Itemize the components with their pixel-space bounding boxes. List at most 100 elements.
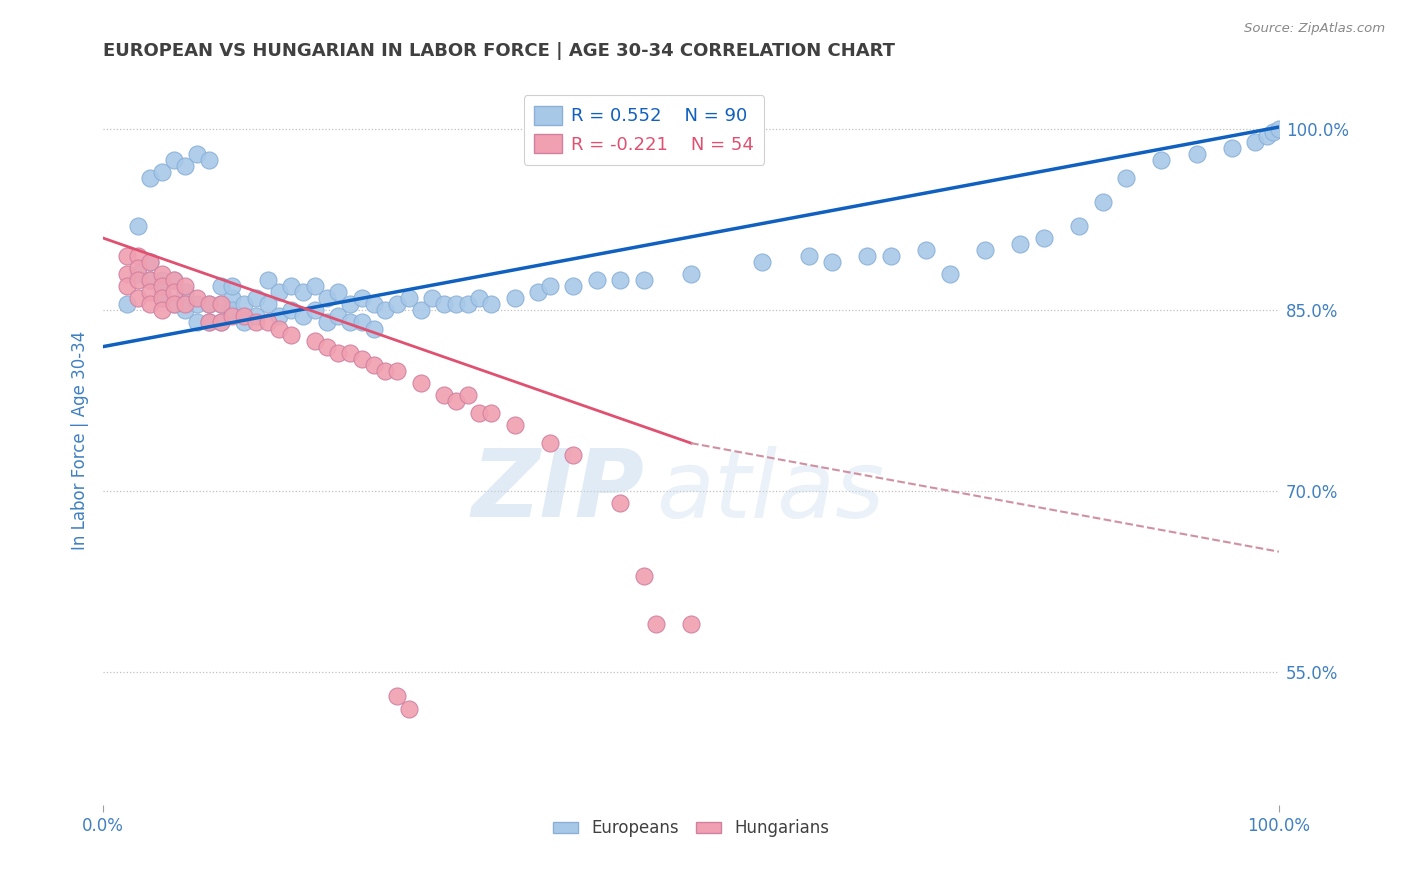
Point [174, 303, 197, 318]
Point [538, 436, 561, 450]
Point [644, 617, 666, 632]
Point [127, 291, 149, 305]
Point [468, 291, 491, 305]
Point [280, 303, 302, 318]
Point [363, 297, 385, 311]
Point [209, 297, 232, 311]
Text: ZIP: ZIP [471, 445, 644, 537]
Point [1256, 128, 1278, 143]
Point [186, 291, 208, 305]
Point [315, 340, 337, 354]
Point [797, 249, 820, 263]
Point [679, 267, 702, 281]
Point [385, 364, 408, 378]
Point [139, 255, 162, 269]
Point [233, 316, 256, 330]
Point [633, 569, 655, 583]
Point [385, 297, 408, 311]
Y-axis label: In Labor Force | Age 30-34: In Labor Force | Age 30-34 [72, 330, 89, 549]
Point [374, 364, 396, 378]
Point [420, 291, 443, 305]
Point [562, 448, 585, 462]
Point [409, 303, 432, 318]
Point [880, 249, 903, 263]
Point [679, 617, 702, 632]
Point [209, 316, 232, 330]
Point [1261, 125, 1284, 139]
Point [479, 406, 502, 420]
Point [163, 285, 186, 300]
Point [127, 267, 149, 281]
Point [385, 690, 408, 704]
Point [150, 303, 173, 318]
Point [1067, 219, 1090, 233]
Point [938, 267, 960, 281]
Point [527, 285, 550, 300]
Point [538, 279, 561, 293]
Point [198, 316, 221, 330]
Point [139, 273, 162, 287]
Text: Source: ZipAtlas.com: Source: ZipAtlas.com [1244, 22, 1385, 36]
Point [479, 297, 502, 311]
Point [444, 393, 467, 408]
Point [363, 358, 385, 372]
Point [127, 261, 149, 276]
Point [127, 249, 149, 263]
Point [633, 273, 655, 287]
Point [150, 291, 173, 305]
Point [256, 273, 278, 287]
Point [751, 255, 773, 269]
Point [163, 297, 186, 311]
Point [974, 243, 997, 257]
Point [139, 285, 162, 300]
Point [821, 255, 844, 269]
Point [315, 291, 337, 305]
Point [339, 316, 361, 330]
Point [115, 297, 138, 311]
Point [209, 297, 232, 311]
Point [328, 345, 350, 359]
Point [198, 297, 221, 311]
Point [339, 345, 361, 359]
Point [115, 267, 138, 281]
Point [915, 243, 938, 257]
Point [1220, 140, 1243, 154]
Point [374, 303, 396, 318]
Point [150, 285, 173, 300]
Point [174, 285, 197, 300]
Point [304, 279, 326, 293]
Point [209, 279, 232, 293]
Point [256, 316, 278, 330]
Point [328, 310, 350, 324]
Point [856, 249, 879, 263]
Point [186, 316, 208, 330]
Point [292, 310, 315, 324]
Point [163, 273, 186, 287]
Point [503, 417, 526, 432]
Point [609, 273, 631, 287]
Point [433, 297, 456, 311]
Point [1185, 146, 1208, 161]
Point [150, 267, 173, 281]
Point [245, 310, 267, 324]
Point [457, 388, 479, 402]
Point [1150, 153, 1173, 167]
Point [150, 164, 173, 178]
Point [163, 273, 186, 287]
Point [304, 334, 326, 348]
Point [304, 303, 326, 318]
Point [198, 316, 221, 330]
Point [163, 297, 186, 311]
Point [1010, 237, 1032, 252]
Point [398, 291, 420, 305]
Point [221, 279, 243, 293]
Point [198, 297, 221, 311]
Point [1115, 170, 1137, 185]
Point [233, 297, 256, 311]
Point [328, 285, 350, 300]
Point [221, 303, 243, 318]
Point [174, 159, 197, 173]
Point [198, 153, 221, 167]
Point [115, 249, 138, 263]
Point [586, 273, 609, 287]
